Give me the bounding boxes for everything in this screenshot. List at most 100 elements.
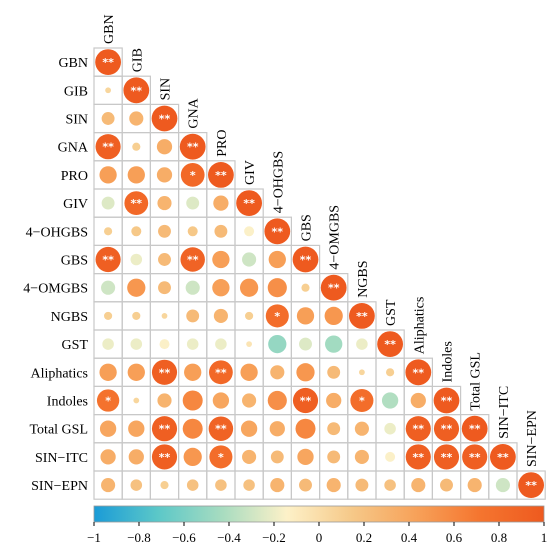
significance-label-14-11: **: [413, 451, 425, 464]
significance-label-3-0: **: [102, 141, 114, 154]
column-label-0: GBN: [102, 14, 117, 44]
colorbar-tick-label: −1: [87, 530, 101, 545]
correlation-circle-12-7: [292, 387, 319, 414]
correlation-circle-13-5: [240, 420, 258, 437]
correlation-circle-10-9: [356, 338, 368, 350]
matrix-grid: [93, 47, 546, 500]
correlation-circle-14-7: [297, 448, 314, 466]
correlation-circle-14-0: [100, 449, 116, 465]
significance-label-14-14: **: [497, 451, 509, 464]
correlation-circle-15-13: [467, 478, 482, 493]
grid-cell-15-15: [516, 470, 546, 500]
correlation-circle-12-10: [381, 392, 399, 409]
correlation-circle-5-4: [213, 195, 229, 211]
correlation-circle-13-7: [295, 418, 316, 439]
correlation-circle-7-7: [292, 246, 319, 273]
correlation-circle-12-8: [326, 392, 342, 409]
correlation-circle-13-6: [269, 421, 285, 437]
correlation-circle-15-14: [495, 478, 510, 493]
correlation-circle-12-2: [157, 393, 172, 408]
correlation-circle-14-2: [151, 444, 178, 470]
correlation-circle-7-0: [95, 246, 121, 273]
correlation-circle-11-1: [127, 363, 145, 381]
row-label-10: GST: [62, 338, 89, 353]
correlation-circle-9-3: [186, 309, 200, 323]
row-label-3: GNA: [58, 141, 89, 156]
correlation-circle-8-0: [101, 280, 116, 295]
correlation-circle-2-0: [101, 112, 115, 125]
row-label-9: NGBS: [51, 310, 88, 325]
row-labels: GBN GIB SIN GNA PRO GIV 4−OHGBS GBS 4−OMGBS NGBS G…: [23, 56, 89, 494]
correlation-circle-5-5: [236, 190, 262, 217]
correlation-circle-13-1: [128, 420, 145, 437]
correlation-circle-12-12: [433, 387, 460, 414]
correlation-circle-14-13: [462, 444, 488, 470]
correlation-circle-15-4: [215, 479, 227, 491]
correlation-circle-10-3: [186, 338, 199, 350]
significance-label-7-0: **: [102, 254, 114, 267]
column-label-4: PRO: [215, 130, 230, 157]
correlation-circle-10-7: [299, 337, 312, 351]
significance-label-13-13: **: [469, 423, 481, 436]
significance-label-12-9: *: [359, 395, 365, 408]
column-label-3: GNA: [187, 97, 202, 128]
row-label-12: Indoles: [47, 395, 88, 410]
correlation-circle-4-0: [99, 166, 117, 184]
correlation-circle-6-0: [104, 227, 113, 236]
correlation-circle-12-4: [212, 392, 230, 409]
correlation-circle-14-11: [405, 444, 431, 470]
correlation-circle-11-8: [327, 365, 341, 379]
correlation-circle-7-4: [212, 250, 230, 269]
column-label-1: GIB: [130, 48, 145, 72]
correlation-circle-9-4: [213, 308, 228, 323]
column-labels: GBN GIB SIN GNA PRO GIV 4−OHGBS GBS 4−OMGBS NGBS G…: [102, 14, 540, 467]
correlation-circle-11-9: [359, 369, 365, 376]
correlation-circle-13-10: [384, 422, 396, 435]
colorbar-tick-label: 0: [316, 530, 323, 545]
column-label-11: Aliphatics: [412, 297, 427, 355]
significance-label-5-5: **: [243, 197, 255, 210]
row-label-6: 4−OHGBS: [26, 225, 88, 240]
correlation-circle-14-9: [354, 449, 369, 464]
correlation-circle-13-8: [327, 422, 341, 436]
correlation-circle-9-5: [245, 311, 254, 320]
correlation-circle-3-0: [95, 134, 121, 160]
correlation-circle-14-6: [270, 450, 284, 464]
correlation-circle-13-3: [182, 418, 203, 439]
significance-label-5-1: **: [131, 197, 143, 210]
correlation-circle-8-5: [239, 278, 259, 297]
correlation-circle-10-10: [377, 331, 403, 357]
significance-label-14-4: *: [218, 451, 224, 464]
correlation-circle-11-5: [240, 363, 258, 381]
column-label-14: SIN−ITC: [497, 386, 512, 439]
correlation-circle-1-0: [105, 87, 111, 94]
significance-label-15-15: **: [525, 479, 537, 492]
correlation-circle-10-0: [102, 338, 114, 350]
correlation-circle-8-1: [127, 278, 146, 297]
correlation-circle-10-6: [268, 334, 287, 354]
significance-label-7-3: **: [187, 254, 199, 267]
correlation-circle-13-2: [151, 416, 178, 442]
correlation-circle-11-0: [99, 363, 117, 381]
correlation-circle-6-5: [244, 226, 255, 237]
correlation-circle-15-7: [299, 478, 312, 492]
correlation-circle-11-11: [405, 359, 432, 386]
correlation-circle-1-1: [123, 77, 150, 104]
correlation-circle-14-12: [433, 444, 460, 470]
correlation-circle-14-5: [242, 449, 257, 464]
correlation-circle-14-10: [385, 451, 396, 462]
correlation-circle-5-0: [101, 196, 115, 210]
correlation-circle-11-4: [209, 360, 233, 385]
correlation-circle-15-6: [270, 478, 285, 493]
correlation-circle-6-6: [264, 218, 291, 245]
row-label-0: GBN: [58, 56, 88, 71]
significance-label-0-0: **: [102, 56, 114, 69]
correlation-circle-6-2: [158, 224, 171, 238]
correlation-circle-5-2: [157, 196, 172, 211]
column-label-6: 4−OHGBS: [271, 151, 286, 213]
correlation-circle-8-2: [158, 281, 171, 295]
correlation-circle-7-5: [242, 252, 257, 267]
column-label-8: 4−OMGBS: [328, 205, 343, 270]
correlation-circle-13-13: [461, 415, 488, 442]
